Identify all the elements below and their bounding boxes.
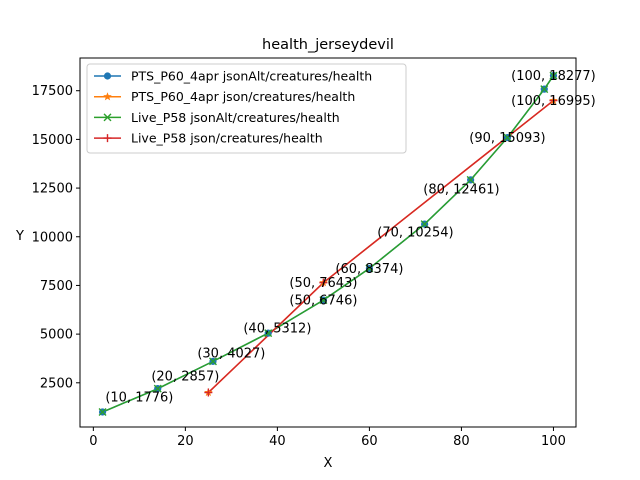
x-tick-label: 40 xyxy=(269,434,286,449)
legend-label: PTS_P60_4apr jsonAlt/creatures/health xyxy=(131,69,372,84)
series-2-point xyxy=(420,220,429,229)
annotations: (10, 1776) (20, 2857) (30, 4027) (40, 5312)… xyxy=(105,69,595,405)
legend-label: Live_P58 json/creatures/health xyxy=(131,131,323,146)
data-label: (50, 6746) xyxy=(289,294,357,309)
legend-marker xyxy=(103,92,112,101)
data-label: (30, 4027) xyxy=(197,347,265,362)
legend-label: Live_P58 jsonAlt/creatures/health xyxy=(131,110,340,125)
data-label: (100, 16995) xyxy=(511,94,596,109)
data-markers xyxy=(98,71,558,417)
x-axis-title: X xyxy=(324,456,333,471)
data-label: (90, 15093) xyxy=(469,131,545,146)
legend-marker xyxy=(103,134,112,143)
x-tick-label: 0 xyxy=(89,434,97,449)
series-2-point xyxy=(264,329,273,338)
x-tick-label: 100 xyxy=(541,434,566,449)
y-tick-label: 17500 xyxy=(32,84,73,99)
y-tick-label: 7500 xyxy=(40,279,73,294)
data-label: (10, 1776) xyxy=(105,390,173,405)
y-tick-label: 12500 xyxy=(32,182,73,197)
series-2-point xyxy=(153,384,162,393)
series-3-point xyxy=(319,278,328,287)
series-2-point xyxy=(503,133,512,142)
series-2-point xyxy=(319,296,328,305)
series-3-point xyxy=(204,388,213,397)
x-tick-label: 20 xyxy=(177,434,194,449)
x-axis: 0 20 40 60 80 100 xyxy=(89,427,566,449)
y-axis-title: Y xyxy=(15,229,24,244)
chart-title: health_jerseydevil xyxy=(262,37,394,53)
legend-box xyxy=(86,63,407,154)
series-2-point xyxy=(365,264,374,273)
series-2-point xyxy=(208,357,217,366)
series-2-point xyxy=(549,71,558,80)
x-tick-label: 80 xyxy=(453,434,470,449)
y-tick-label: 15000 xyxy=(32,133,73,148)
series-3-point xyxy=(549,96,558,105)
series-2-point xyxy=(466,175,475,184)
data-label: (70, 10254) xyxy=(377,225,453,240)
plot-frame xyxy=(79,57,577,428)
legend-marker xyxy=(103,72,112,80)
legend: PTS_P60_4apr jsonAlt/creatures/health PTS… xyxy=(86,63,407,154)
data-label: (40, 5312) xyxy=(243,322,311,337)
data-label: (80, 12461) xyxy=(423,182,499,197)
data-label: (60, 8374) xyxy=(335,262,403,277)
x-tick-label: 60 xyxy=(361,434,378,449)
y-tick-label: 10000 xyxy=(32,230,73,245)
y-axis: 2500 5000 7500 10000 12500 15000 17500 xyxy=(32,84,80,391)
y-tick-label: 5000 xyxy=(40,328,73,343)
data-label: (50, 7643) xyxy=(289,276,357,291)
legend-label: PTS_P60_4apr json/creatures/health xyxy=(131,89,355,104)
y-tick-label: 2500 xyxy=(40,376,73,391)
data-label: (20, 2857) xyxy=(151,369,219,384)
legend-marker xyxy=(103,113,112,122)
series-2-point xyxy=(540,85,549,94)
series-2-point xyxy=(98,408,107,417)
data-label: (100, 18277) xyxy=(511,69,596,84)
